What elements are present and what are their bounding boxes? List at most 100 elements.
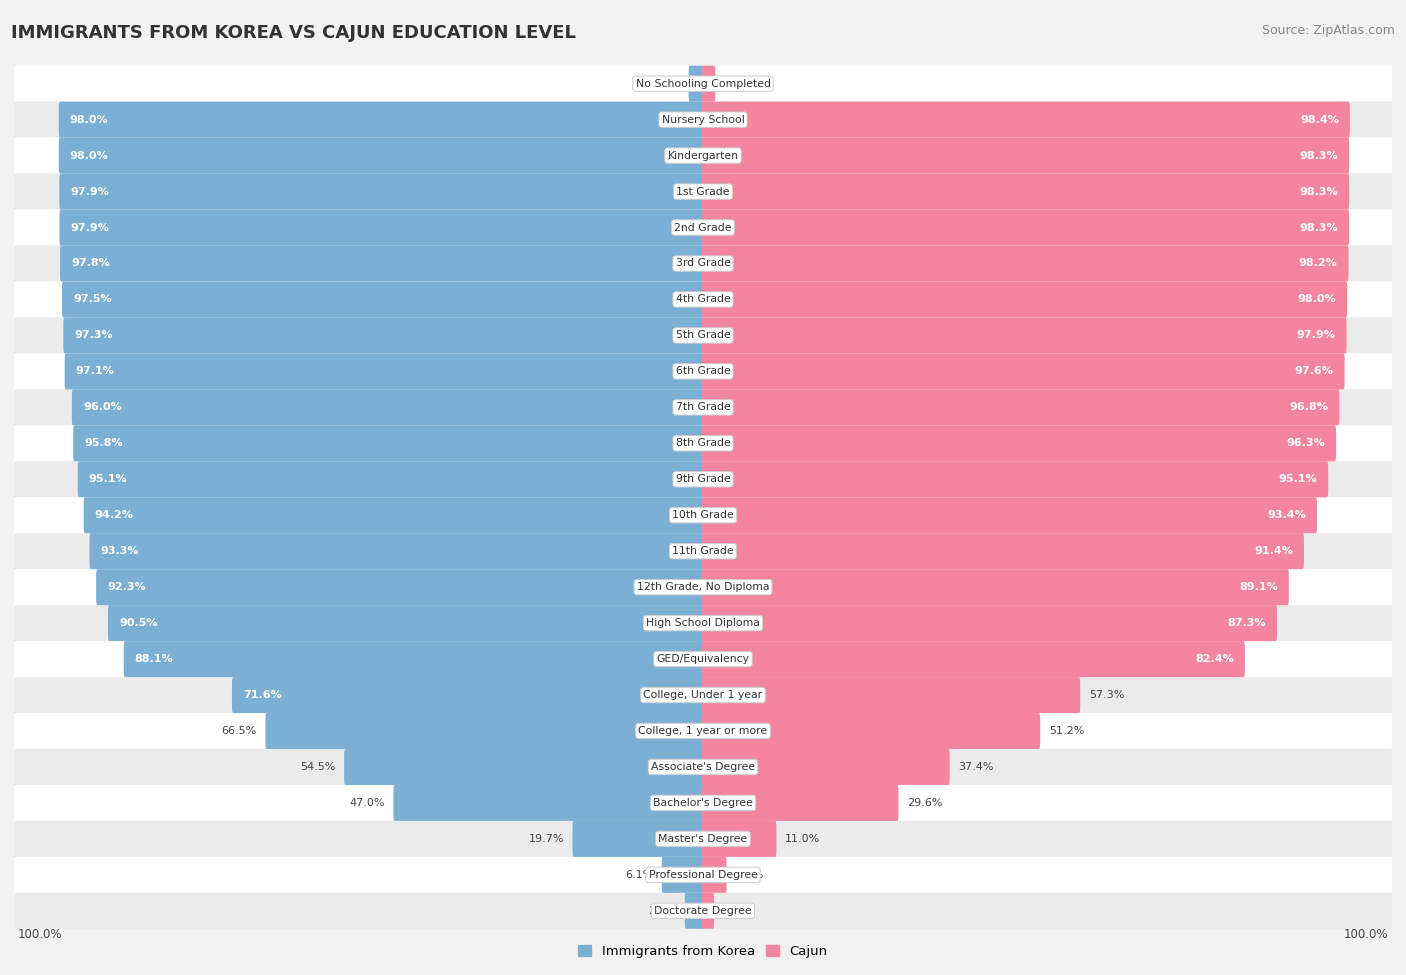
Text: 3rd Grade: 3rd Grade [675, 258, 731, 268]
Text: 2.0%: 2.0% [651, 79, 681, 89]
Text: 100.0%: 100.0% [17, 927, 62, 941]
Text: 93.3%: 93.3% [101, 546, 139, 556]
FancyBboxPatch shape [14, 318, 1392, 353]
Text: 6.1%: 6.1% [624, 870, 654, 879]
Text: 97.9%: 97.9% [1296, 331, 1336, 340]
Text: 92.3%: 92.3% [107, 582, 146, 592]
Text: 97.9%: 97.9% [70, 222, 110, 232]
Text: 98.3%: 98.3% [1299, 222, 1339, 232]
Text: 10th Grade: 10th Grade [672, 510, 734, 521]
FancyBboxPatch shape [72, 389, 704, 425]
FancyBboxPatch shape [14, 174, 1392, 210]
FancyBboxPatch shape [14, 137, 1392, 174]
Text: 97.5%: 97.5% [73, 294, 111, 304]
Text: College, Under 1 year: College, Under 1 year [644, 690, 762, 700]
FancyBboxPatch shape [60, 246, 704, 282]
Text: IMMIGRANTS FROM KOREA VS CAJUN EDUCATION LEVEL: IMMIGRANTS FROM KOREA VS CAJUN EDUCATION… [11, 24, 576, 42]
Text: 71.6%: 71.6% [243, 690, 281, 700]
FancyBboxPatch shape [90, 533, 704, 569]
FancyBboxPatch shape [14, 677, 1392, 713]
Text: 82.4%: 82.4% [1195, 654, 1234, 664]
FancyBboxPatch shape [702, 101, 1350, 137]
Text: 96.8%: 96.8% [1289, 403, 1329, 412]
Text: 98.3%: 98.3% [1299, 186, 1339, 197]
Text: 95.1%: 95.1% [89, 474, 128, 485]
Text: 98.4%: 98.4% [1301, 115, 1339, 125]
Text: 97.8%: 97.8% [72, 258, 110, 268]
FancyBboxPatch shape [266, 713, 704, 749]
Text: Kindergarten: Kindergarten [668, 150, 738, 161]
Text: 98.0%: 98.0% [70, 115, 108, 125]
FancyBboxPatch shape [14, 353, 1392, 389]
Text: No Schooling Completed: No Schooling Completed [636, 79, 770, 89]
Text: 88.1%: 88.1% [135, 654, 173, 664]
Text: 12th Grade, No Diploma: 12th Grade, No Diploma [637, 582, 769, 592]
FancyBboxPatch shape [59, 137, 704, 174]
Text: 98.3%: 98.3% [1299, 150, 1339, 161]
FancyBboxPatch shape [702, 821, 776, 857]
FancyBboxPatch shape [108, 605, 704, 642]
Text: 93.4%: 93.4% [1267, 510, 1306, 521]
FancyBboxPatch shape [14, 533, 1392, 569]
FancyBboxPatch shape [702, 353, 1344, 389]
FancyBboxPatch shape [14, 785, 1392, 821]
FancyBboxPatch shape [14, 282, 1392, 318]
FancyBboxPatch shape [14, 642, 1392, 677]
Text: 1.7%: 1.7% [724, 79, 752, 89]
Text: GED/Equivalency: GED/Equivalency [657, 654, 749, 664]
FancyBboxPatch shape [65, 353, 704, 389]
FancyBboxPatch shape [14, 749, 1392, 785]
FancyBboxPatch shape [702, 497, 1317, 533]
Text: 3.4%: 3.4% [735, 870, 763, 879]
FancyBboxPatch shape [702, 174, 1350, 210]
FancyBboxPatch shape [124, 642, 704, 677]
FancyBboxPatch shape [702, 210, 1350, 246]
FancyBboxPatch shape [702, 785, 898, 821]
Text: Associate's Degree: Associate's Degree [651, 762, 755, 772]
FancyBboxPatch shape [702, 65, 716, 101]
Text: 95.8%: 95.8% [84, 439, 122, 448]
FancyBboxPatch shape [662, 857, 704, 893]
FancyBboxPatch shape [59, 101, 704, 137]
Text: 6th Grade: 6th Grade [676, 367, 730, 376]
FancyBboxPatch shape [14, 425, 1392, 461]
FancyBboxPatch shape [84, 497, 704, 533]
Text: 1st Grade: 1st Grade [676, 186, 730, 197]
Text: 8th Grade: 8th Grade [676, 439, 730, 448]
FancyBboxPatch shape [73, 425, 704, 461]
FancyBboxPatch shape [14, 569, 1392, 605]
Text: 95.1%: 95.1% [1278, 474, 1317, 485]
FancyBboxPatch shape [63, 318, 704, 353]
Text: 98.0%: 98.0% [70, 150, 108, 161]
Text: 47.0%: 47.0% [349, 798, 385, 808]
Text: Bachelor's Degree: Bachelor's Degree [652, 798, 754, 808]
Text: 2.6%: 2.6% [648, 906, 676, 916]
FancyBboxPatch shape [59, 174, 704, 210]
Text: 97.1%: 97.1% [76, 367, 114, 376]
FancyBboxPatch shape [394, 785, 704, 821]
FancyBboxPatch shape [62, 282, 704, 318]
Text: 57.3%: 57.3% [1088, 690, 1125, 700]
FancyBboxPatch shape [702, 677, 1080, 713]
FancyBboxPatch shape [14, 713, 1392, 749]
Text: 100.0%: 100.0% [1344, 927, 1389, 941]
Text: Master's Degree: Master's Degree [658, 834, 748, 844]
FancyBboxPatch shape [702, 642, 1244, 677]
Text: 5th Grade: 5th Grade [676, 331, 730, 340]
FancyBboxPatch shape [14, 101, 1392, 137]
Legend: Immigrants from Korea, Cajun: Immigrants from Korea, Cajun [574, 940, 832, 963]
Text: 90.5%: 90.5% [120, 618, 157, 628]
FancyBboxPatch shape [702, 389, 1340, 425]
FancyBboxPatch shape [702, 282, 1347, 318]
FancyBboxPatch shape [689, 65, 704, 101]
FancyBboxPatch shape [702, 533, 1303, 569]
Text: 29.6%: 29.6% [907, 798, 942, 808]
FancyBboxPatch shape [702, 318, 1347, 353]
Text: Professional Degree: Professional Degree [648, 870, 758, 879]
Text: 98.0%: 98.0% [1298, 294, 1336, 304]
Text: 9th Grade: 9th Grade [676, 474, 730, 485]
FancyBboxPatch shape [344, 749, 704, 785]
FancyBboxPatch shape [572, 821, 704, 857]
FancyBboxPatch shape [702, 425, 1336, 461]
Text: 51.2%: 51.2% [1049, 726, 1084, 736]
